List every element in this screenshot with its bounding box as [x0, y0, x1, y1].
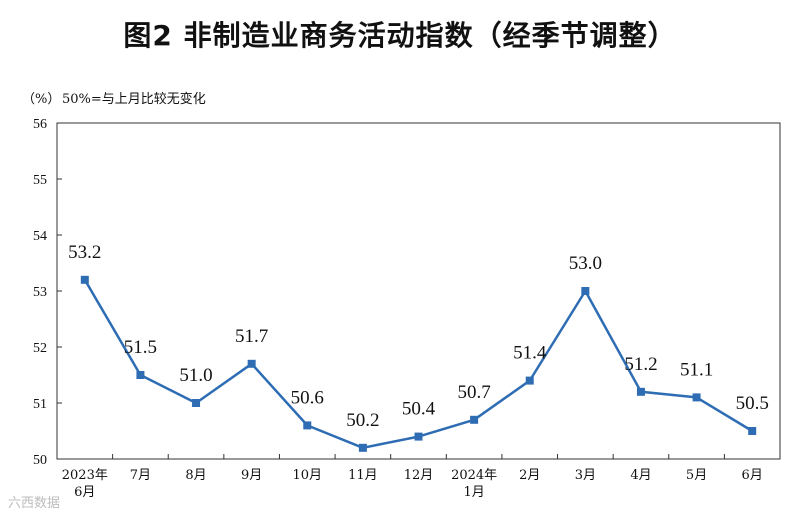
chart-note: 50%=与上月比较无变化 [62, 92, 206, 107]
x-tick-label: 2月 [519, 468, 540, 483]
data-label: 50.7 [457, 382, 490, 403]
x-axis-ticks: 2023年 6月 7月 8月 9月 10月 11月 12月 2024年 1月 2月 3月 4月 5月 6月 [62, 454, 763, 500]
data-label: 53.0 [569, 253, 602, 274]
x-tick-label: 6月 [742, 468, 763, 483]
y-tick-label: 51 [33, 397, 47, 412]
series-line-group [80, 275, 757, 452]
x-tick-label: 11月 [348, 468, 378, 483]
chart-title: 图2 非制造业商务活动指数（经季节调整） [123, 19, 677, 52]
data-label: 50.6 [291, 387, 324, 408]
data-label: 50.4 [402, 399, 436, 420]
data-point-marker [414, 432, 423, 441]
x-tick-label: 10月 [292, 468, 322, 483]
data-point-marker [470, 415, 479, 424]
data-point-marker [636, 387, 645, 396]
data-label: 51.0 [179, 365, 212, 386]
data-point-marker [748, 427, 757, 435]
data-label: 50.5 [736, 393, 769, 414]
data-label: 51.5 [124, 337, 157, 358]
data-point-marker [692, 393, 701, 402]
y-tick-label: 52 [33, 341, 47, 356]
y-axis-ticks: 50 51 52 53 54 55 56 [33, 117, 62, 468]
x-tick-label: 1月 [463, 485, 484, 500]
data-point-marker [136, 371, 145, 379]
y-tick-label: 54 [33, 229, 47, 244]
data-label: 51.2 [624, 354, 657, 375]
data-label: 53.2 [68, 242, 101, 263]
y-tick-label: 56 [33, 117, 47, 132]
x-tick-label: 2023年 [62, 468, 108, 483]
y-tick-label: 55 [33, 173, 47, 188]
x-tick-label: 12月 [404, 468, 434, 483]
data-labels: 53.2 51.5 51.0 51.7 50.6 50.2 50.4 50.7 51.4 53.0… [68, 242, 769, 431]
data-label: 51.4 [513, 343, 547, 364]
x-tick-label: 2024年 [451, 468, 497, 483]
data-point-marker [80, 275, 89, 284]
data-label: 51.1 [680, 359, 713, 380]
x-tick-label: 8月 [185, 468, 206, 483]
y-tick-label: 53 [33, 285, 47, 300]
data-label: 50.2 [346, 410, 379, 431]
x-tick-label: 6月 [74, 485, 95, 500]
x-tick-label: 3月 [575, 468, 596, 483]
x-tick-label: 4月 [630, 468, 651, 483]
data-point-marker [581, 287, 590, 295]
x-tick-label: 9月 [241, 468, 262, 483]
y-tick-label: 50 [33, 453, 47, 468]
data-point-marker [192, 399, 201, 407]
data-point-marker [525, 376, 534, 385]
x-tick-label: 7月 [130, 468, 151, 483]
data-point-marker [303, 421, 312, 430]
y-axis-unit: （%） [22, 92, 61, 107]
watermark: 六西数据 [8, 496, 61, 511]
x-tick-label: 5月 [686, 468, 707, 483]
data-point-marker [247, 359, 256, 368]
data-point-marker [358, 443, 367, 452]
data-label: 51.7 [235, 326, 268, 347]
